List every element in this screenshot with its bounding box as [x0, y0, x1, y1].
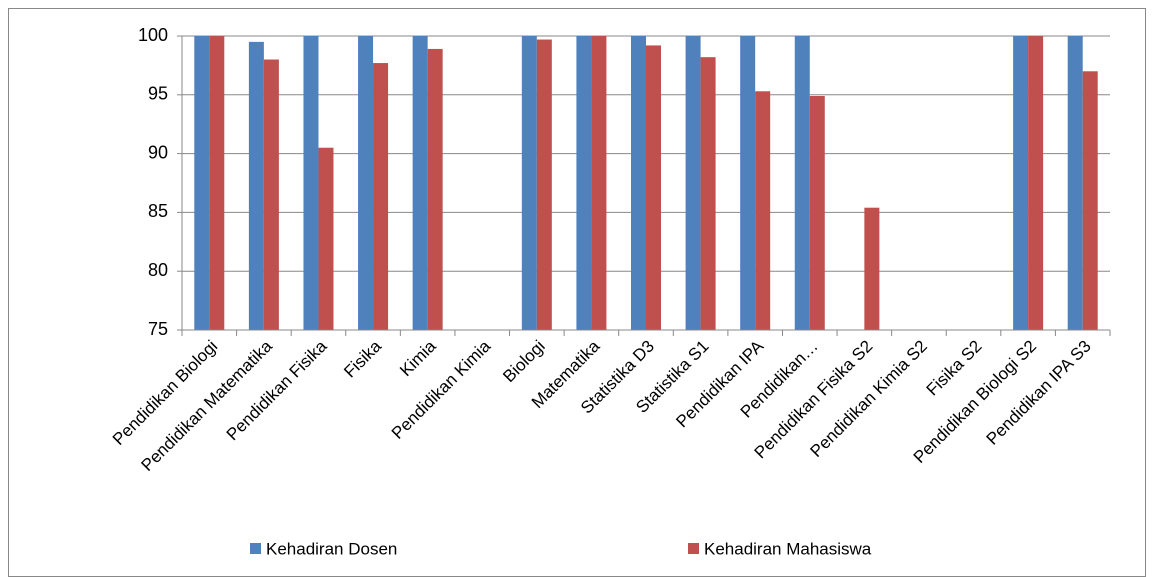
bar [1013, 36, 1029, 330]
bar [685, 36, 701, 330]
bar [209, 36, 225, 330]
bar [358, 36, 374, 330]
bar [646, 45, 661, 331]
bar [1028, 36, 1044, 330]
bar [194, 36, 210, 330]
bar [740, 36, 756, 330]
legend-swatch [250, 543, 261, 554]
bar [412, 36, 428, 330]
bar [318, 147, 334, 330]
y-tick-label: 75 [148, 319, 168, 339]
bar [755, 91, 771, 330]
bar [864, 207, 880, 330]
bar [521, 36, 537, 330]
bar [809, 95, 825, 330]
bar [794, 36, 810, 330]
bar [700, 57, 716, 330]
legend-label: Kehadiran Dosen [266, 539, 397, 558]
bar [427, 48, 443, 330]
bar [536, 39, 552, 330]
bar [591, 36, 607, 330]
bar [576, 36, 592, 330]
bar [263, 59, 279, 331]
legend-label: Kehadiran Mahasiswa [704, 539, 872, 558]
bar [248, 41, 264, 330]
bar [631, 36, 646, 330]
bar [303, 36, 319, 330]
y-tick-label: 85 [148, 201, 168, 221]
y-tick-label: 100 [138, 25, 168, 45]
bar [373, 63, 389, 330]
bar [1067, 36, 1083, 330]
legend-swatch [688, 543, 699, 554]
y-tick-label: 90 [148, 142, 168, 162]
y-tick-label: 95 [148, 84, 168, 104]
y-tick-label: 80 [148, 260, 168, 280]
bar [1082, 71, 1098, 330]
